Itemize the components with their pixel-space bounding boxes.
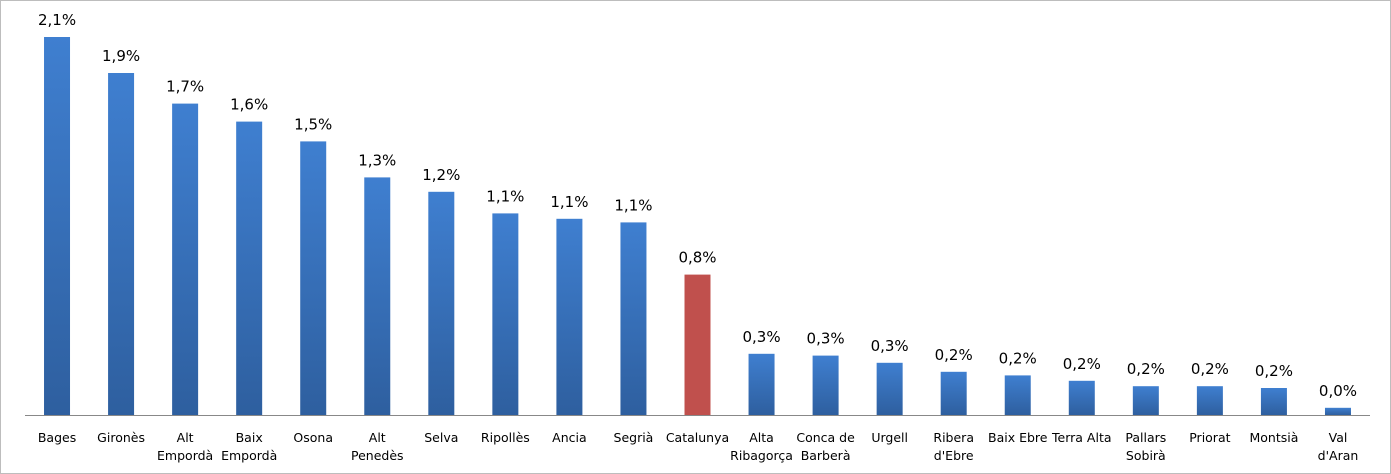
bar [684,274,711,415]
x-tick-label: Val d'Aran [1318,430,1359,463]
x-tick-label: Baix Ebre [988,430,1048,445]
x-tick-label: Montsià [1249,430,1298,445]
x-tick-label: Terra Alta [1051,430,1111,445]
bar [1004,375,1031,415]
x-tick-label: Pallars Sobirà [1125,430,1166,463]
x-tick-label: Catalunya [666,430,729,445]
bar [1260,388,1287,415]
x-tick-label: Alta Ribagorça [730,430,793,463]
value-label: 1,1% [614,196,652,214]
value-label: 1,5% [294,115,332,133]
bar [940,371,967,415]
bar [492,213,519,415]
value-label: 0,3% [742,328,780,346]
value-label: 0,8% [678,249,716,267]
x-tick-label: Baix Empordà [221,430,277,463]
value-label: 0,2% [1127,360,1165,378]
value-label: 1,1% [550,193,588,211]
bar [748,353,775,415]
bar [108,73,135,415]
bar [364,177,391,415]
value-label: 0,2% [999,349,1037,367]
value-label: 0,3% [871,337,909,355]
bar [300,141,327,415]
bar [428,191,455,415]
bar [172,103,199,415]
value-label: 0,2% [1063,355,1101,373]
x-tick-label: Selva [424,430,458,445]
bar [1132,386,1159,415]
value-label: 1,1% [486,187,524,205]
bar [812,355,839,415]
x-tick-label: Urgell [871,430,908,445]
x-tick-label: Alt Empordà [157,430,213,463]
bar [44,37,71,415]
bar [236,121,263,415]
x-tick-label: Conca de Barberà [796,430,855,463]
value-label: 0,2% [935,346,973,364]
x-tick-label: Priorat [1189,430,1230,445]
x-tick-label: Ripollès [481,430,530,445]
value-label: 0,2% [1191,360,1229,378]
bar [1068,380,1095,415]
value-label: 1,7% [166,78,204,96]
x-tick-label: Osona [293,430,333,445]
x-tick-label: Bages [38,430,76,445]
bar [876,362,903,415]
x-tick-label: Ribera d'Ebre [933,430,974,463]
value-label: 1,2% [422,166,460,184]
value-label: 2,1% [38,11,76,29]
bar [620,222,647,415]
value-label: 1,9% [102,47,140,65]
value-label: 1,6% [230,96,268,114]
bar [1196,386,1223,415]
value-label: 0,2% [1255,362,1293,380]
x-tick-label: Ancia [552,430,586,445]
value-label: 0,0% [1319,382,1357,400]
value-label: 0,3% [807,330,845,348]
bar [1324,407,1351,415]
x-tick-label: Gironès [97,430,145,445]
value-label: 1,3% [358,151,396,169]
bar [556,218,583,415]
x-tick-label: Alt Penedès [351,430,404,463]
x-tick-label: Segrià [614,430,654,445]
